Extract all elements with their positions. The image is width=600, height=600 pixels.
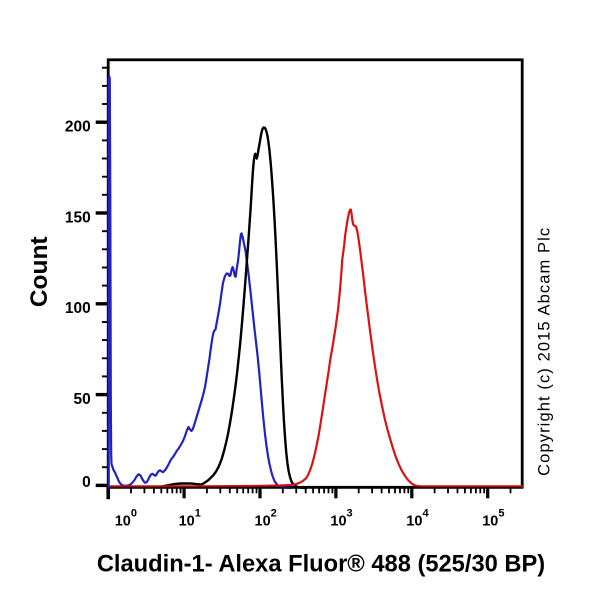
svg-text:50: 50 — [74, 391, 91, 408]
svg-text:Claudin-1- Alexa Fluor® 488 (5: Claudin-1- Alexa Fluor® 488 (525/30 BP) — [97, 552, 545, 578]
svg-text:150: 150 — [65, 209, 91, 226]
svg-text:0: 0 — [82, 474, 91, 491]
svg-text:Count: Count — [26, 236, 53, 307]
svg-text:200: 200 — [65, 119, 91, 136]
svg-text:100: 100 — [65, 300, 91, 317]
svg-text:Copyright (c) 2015 Abcam Plc: Copyright (c) 2015 Abcam Plc — [536, 227, 554, 476]
